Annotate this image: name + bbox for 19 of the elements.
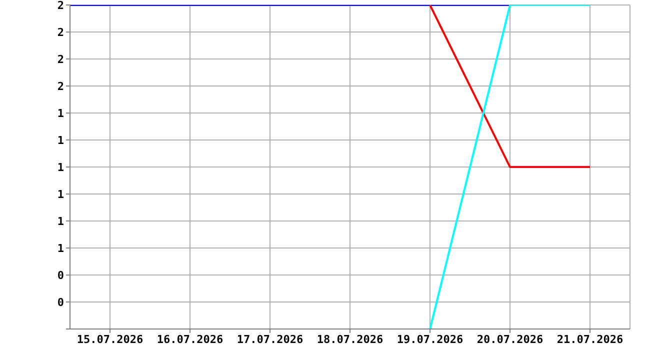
y-tick-label: 1 xyxy=(57,160,64,174)
x-tick-label: 19.07.2026 xyxy=(396,332,464,346)
y-tick-label: 0 xyxy=(57,268,64,282)
y-tick-label: 2 xyxy=(57,52,64,66)
y-tick-label: 2 xyxy=(57,26,64,39)
x-tick-label: 16.07.2026 xyxy=(156,332,224,346)
x-tick-label: 18.07.2026 xyxy=(316,332,384,346)
x-tick-label: 21.07.2026 xyxy=(556,332,624,346)
x-tick-label: 17.07.2026 xyxy=(236,332,304,346)
x-tick-label: 20.07.2026 xyxy=(476,332,544,346)
y-tick-label: 0 xyxy=(57,296,64,309)
y-tick-label: 1 xyxy=(57,106,64,120)
y-tick-label: 2 xyxy=(57,0,64,12)
y-tick-label: 1 xyxy=(57,188,64,201)
y-tick-label: 2 xyxy=(57,80,64,93)
x-tick-label: 15.07.2026 xyxy=(76,332,144,346)
y-tick-label: 1 xyxy=(57,214,64,228)
y-tick-label: 1 xyxy=(57,242,64,255)
y-tick-label: 1 xyxy=(57,134,64,147)
